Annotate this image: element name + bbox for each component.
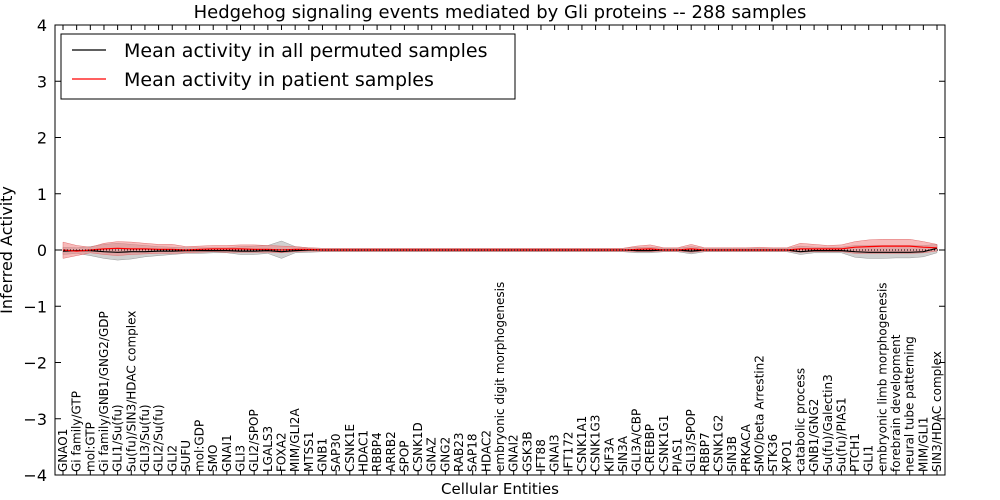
x-tick-label: SAP30 xyxy=(329,433,343,472)
x-tick-label: Su(fu)/SIN3/HDAC complex xyxy=(124,311,138,472)
legend-label-permuted: Mean activity in all permuted samples xyxy=(124,40,487,62)
x-tick-label: FOXA2 xyxy=(275,432,289,472)
x-tick-label: neural tube patterning xyxy=(903,336,917,472)
legend-label-patient: Mean activity in patient samples xyxy=(124,69,434,91)
x-tick-label: STK36 xyxy=(766,434,780,472)
y-tick-label: −2 xyxy=(23,354,47,373)
x-tick-label: GNAZ xyxy=(425,437,439,472)
x-tick-label: ARRB2 xyxy=(384,431,398,472)
x-tick-label: HDAC2 xyxy=(479,430,493,472)
x-tick-label: CSNK1G3 xyxy=(589,415,603,472)
x-tick-label: GLI3 xyxy=(234,445,248,472)
y-tick-label: 3 xyxy=(37,72,47,91)
x-tick-label: GNAI1 xyxy=(220,434,234,472)
x-tick-label: GLI1/Su(fu) xyxy=(111,404,125,472)
x-tick-label: GLI2 xyxy=(165,445,179,472)
x-tick-label: Su(fu)/Galectin3 xyxy=(821,374,835,472)
x-tick-label: GNB1/GNG2 xyxy=(807,399,821,472)
x-tick-label: GSK3B xyxy=(520,431,534,472)
x-tick-label: SPOP xyxy=(397,440,411,472)
legend-box xyxy=(60,33,516,100)
y-tick-label: −4 xyxy=(23,466,47,485)
x-tick-label: GLI3/SPOP xyxy=(684,409,698,472)
x-tick-label: MIM/GLI1 xyxy=(916,417,930,472)
x-tick-label: RBBP7 xyxy=(698,432,712,472)
y-tick-label: 2 xyxy=(37,129,47,148)
x-tick-label: GLI2/Su(fu) xyxy=(152,404,166,472)
x-tick-label: GNAI2 xyxy=(507,434,521,472)
x-tick-label: PIAS1 xyxy=(671,438,685,472)
x-tick-label: RAB23 xyxy=(452,432,466,472)
x-tick-label: Gi family/GTP xyxy=(70,391,84,472)
x-tick-label: SIN3/HDAC complex xyxy=(930,351,944,472)
x-tick-label: SMO xyxy=(206,445,220,472)
chart-title: Hedgehog signaling events mediated by Gl… xyxy=(194,2,807,23)
x-tick-label: CSNK1G2 xyxy=(712,415,726,472)
band-patient xyxy=(62,239,938,259)
x-tick-label: GLI2/SPOP xyxy=(247,409,261,472)
x-tick-label: PRKACA xyxy=(739,423,753,472)
x-tick-label: SIN3B xyxy=(725,436,739,472)
y-axis-ticks: 4 3 2 1 0 −1 −2 −3 −4 xyxy=(23,16,945,485)
y-tick-label: −1 xyxy=(23,297,47,316)
x-tick-label: GLI1 xyxy=(862,445,876,472)
x-tick-label: SIN3A xyxy=(616,435,630,472)
x-tick-label: MTSS1 xyxy=(302,431,316,472)
x-tick-label: GNAI3 xyxy=(548,434,562,472)
x-tick-label: CSNK1D xyxy=(411,422,425,472)
x-tick-label: catabolic process xyxy=(793,368,807,472)
legend: Mean activity in all permuted samples Me… xyxy=(60,33,516,100)
y-tick-label: 4 xyxy=(37,16,47,35)
x-tick-label: RBBP4 xyxy=(370,432,384,472)
x-tick-label: MIM/GLI2A xyxy=(288,408,302,472)
x-tick-label: CSNK1E xyxy=(343,424,357,472)
x-tick-label: GNAO1 xyxy=(56,429,70,472)
x-tick-label: KIF3A xyxy=(602,437,616,472)
y-tick-label: −3 xyxy=(23,410,47,429)
x-tick-label: GNB1 xyxy=(316,438,330,472)
x-tick-label: XPO1 xyxy=(780,439,794,472)
y-axis-label: Inferred Activity xyxy=(0,186,16,314)
x-tick-label: GLI3A/CBP xyxy=(630,409,644,472)
x-tick-label: HDAC1 xyxy=(356,430,370,472)
x-tick-label: SMO/beta Arrestin2 xyxy=(753,355,767,472)
x-tick-label: CSNK1A1 xyxy=(575,416,589,472)
x-tick-label: IFT172 xyxy=(561,432,575,472)
x-tick-label: mol:GTP xyxy=(83,422,97,472)
x-tick-label: CSNK1G1 xyxy=(657,415,671,472)
x-tick-label: mol:GDP xyxy=(193,420,207,472)
x-tick-label: GLI3/Su(fu) xyxy=(138,404,152,472)
x-tick-label: LGALS3 xyxy=(261,426,275,472)
x-tick-label: forebrain development xyxy=(889,334,903,472)
x-tick-label: Gi family/GNB1/GNG2/GDP xyxy=(97,311,111,472)
x-axis-ticks: GNAO1 Gi family/GTP mol:GTP Gi family/GNB1/… xyxy=(56,25,944,475)
x-tick-label: embryonic limb morphogenesis xyxy=(875,282,889,472)
x-tick-label: SAP18 xyxy=(466,433,480,472)
x-axis-label: Cellular Entities xyxy=(441,480,559,498)
x-tick-label: GNG2 xyxy=(438,437,452,472)
y-tick-label: 0 xyxy=(37,241,47,260)
x-tick-label: Su(fu)/PIAS1 xyxy=(834,397,848,472)
x-tick-label: embryonic digit morphogenesis xyxy=(493,282,507,472)
x-tick-label: IFT88 xyxy=(534,439,548,472)
y-tick-label: 1 xyxy=(37,185,47,204)
x-tick-label: SUFU xyxy=(179,440,193,472)
x-tick-label: PTCH1 xyxy=(848,433,862,472)
x-tick-label: CREBBP xyxy=(643,424,657,472)
